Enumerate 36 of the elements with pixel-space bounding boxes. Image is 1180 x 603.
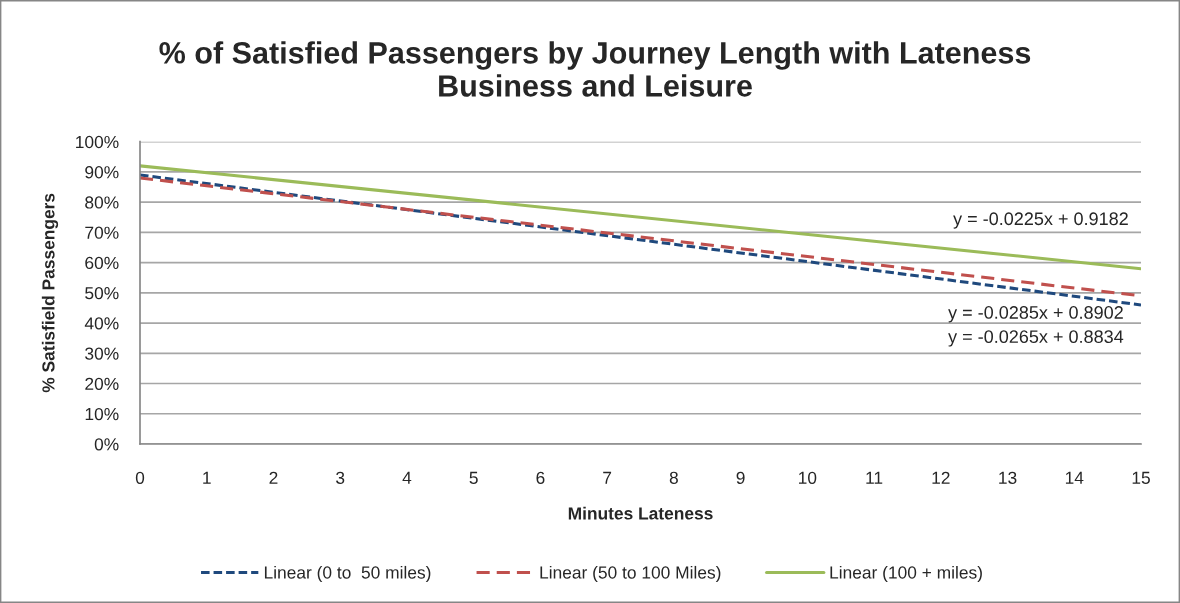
y-tick-label: 70% (85, 226, 119, 239)
x-tick-label: 2 (269, 471, 278, 484)
y-axis-title: % Satisfield Passengers (41, 193, 59, 393)
y-tick-label: 90% (85, 166, 119, 179)
x-tick-label: 1 (203, 471, 211, 484)
y-tick-label: 10% (85, 407, 119, 421)
annotation: y = -0.0225x + 0.9182 (953, 212, 1128, 229)
x-tick-label: 5 (469, 471, 478, 484)
x-tick-label: 0 (135, 471, 145, 484)
x-tick-label: 13 (999, 471, 1017, 484)
annotation: y = -0.0285x + 0.8902 (948, 306, 1123, 323)
y-tick-label: 20% (85, 377, 119, 390)
x-tick-label: 12 (932, 471, 950, 484)
x-axis-title: Minutes Lateness (568, 506, 713, 520)
x-tick-label: 15 (1132, 471, 1150, 484)
x-tick-label: 7 (603, 471, 612, 484)
x-tick-label: 8 (669, 471, 678, 484)
legend-label: Linear (100 + miles) (830, 565, 982, 583)
legend-label: Linear (0 to 50 miles) (264, 565, 431, 583)
y-tick-label: 80% (85, 196, 119, 209)
x-tick-label: 4 (402, 471, 412, 484)
y-tick-label: 30% (85, 347, 119, 360)
y-tick-label: 50% (85, 287, 119, 300)
x-tick-label: 11 (866, 471, 883, 484)
x-tick-label: 6 (536, 471, 545, 484)
y-tick-label: 40% (84, 317, 119, 330)
x-tick-label: 9 (736, 471, 745, 484)
y-tick-label: 100% (76, 135, 119, 149)
x-tick-label: 10 (799, 471, 817, 484)
chart-title: % of Satisfied Passengers by Journey Length with Lateness Business and Leisure (159, 41, 1031, 97)
x-tick-label: 3 (336, 471, 345, 484)
annotation: y = -0.0265x + 0.8834 (948, 330, 1124, 347)
y-tick-label: 60% (85, 256, 119, 270)
legend-label: Linear (50 to 100 Miles) (540, 565, 721, 583)
y-tick-label: 0% (94, 438, 119, 451)
x-tick-label: 14 (1065, 471, 1084, 484)
